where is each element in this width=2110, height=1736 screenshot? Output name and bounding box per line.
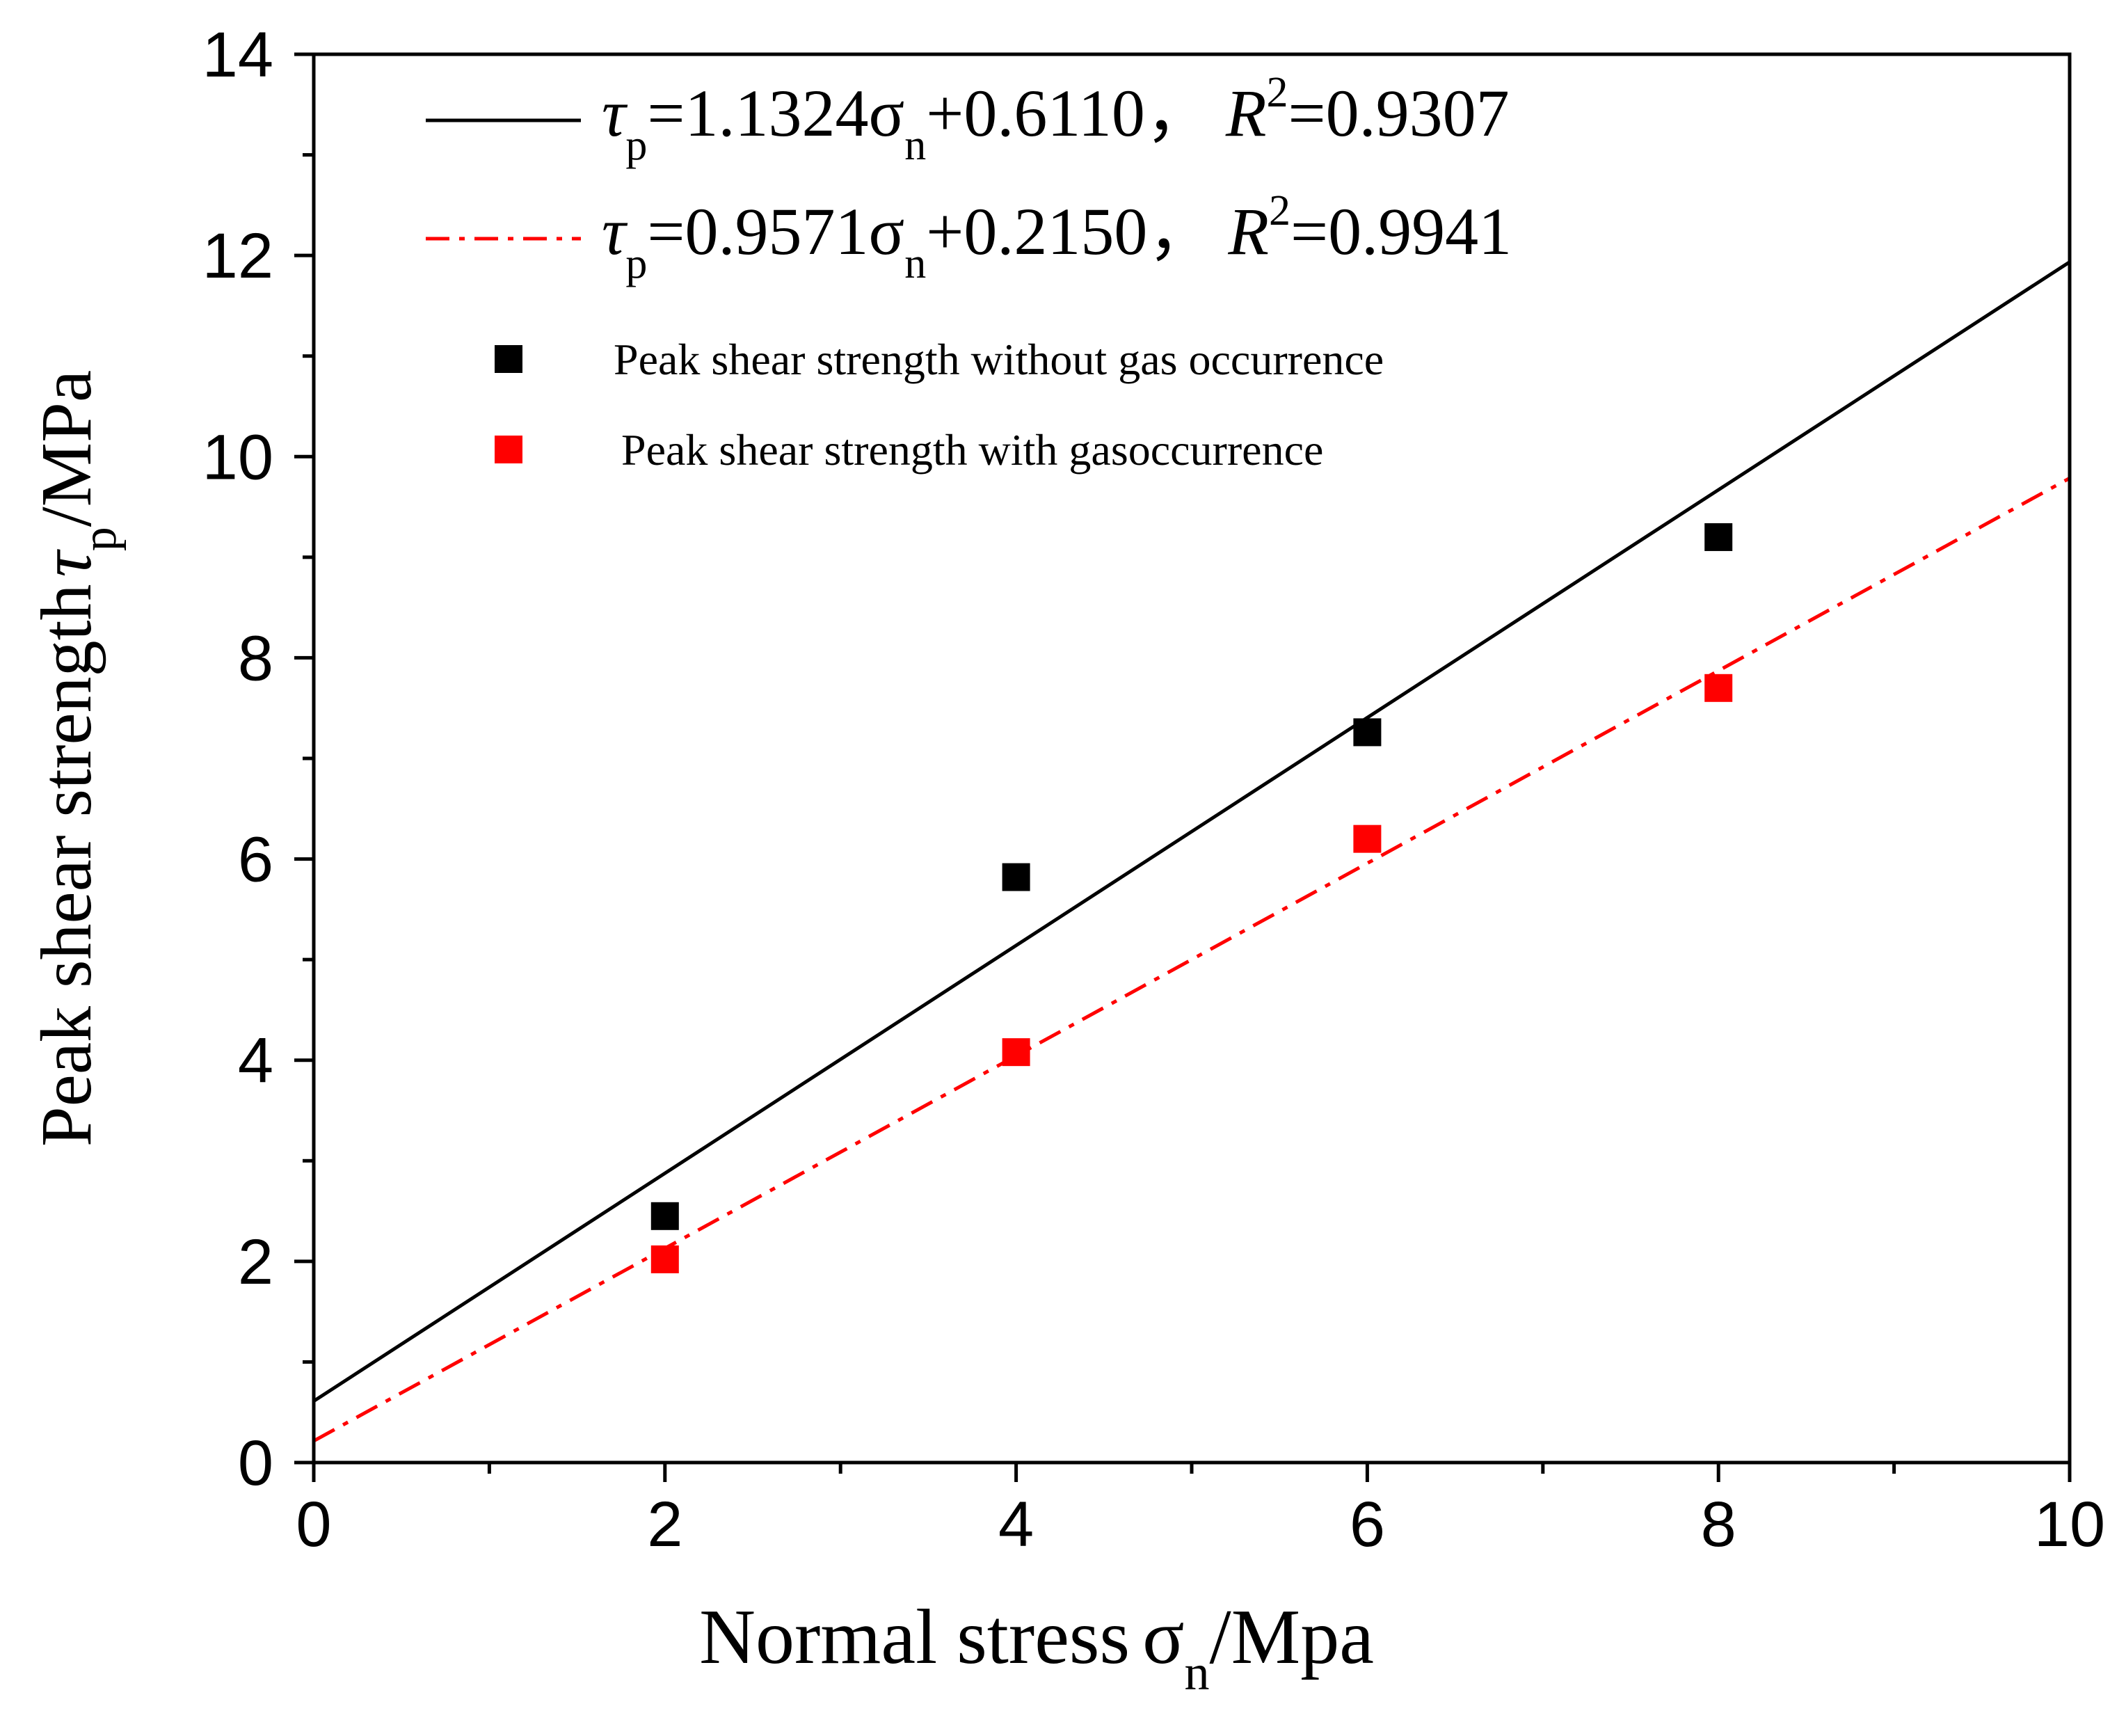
y-tick-label: 4 — [238, 1026, 273, 1097]
legend-equation-part: =1.1324σ — [647, 76, 904, 150]
legend-equation-part: R — [1227, 194, 1269, 269]
x-axis-title-subscript: n — [1184, 1645, 1209, 1701]
data-point-series-2 — [1704, 674, 1733, 702]
legend-equation-part: 2 — [1269, 187, 1290, 234]
data-points — [650, 523, 1733, 1273]
x-axis-title-symbol: σ — [1142, 1594, 1184, 1680]
data-point-series-2 — [1002, 1038, 1030, 1067]
y-tick-label: 10 — [202, 422, 273, 493]
fit-line-1 — [312, 260, 2071, 1403]
y-tick-label: 14 — [202, 19, 273, 90]
ticks: 0 2 4 6 8 10 0 2 4 6 8 10 12 14 — [202, 19, 2106, 1560]
y-tick-label: 0 — [238, 1428, 273, 1499]
y-axis-title-subscript: p — [73, 527, 127, 551]
legend-equation-part: =0.9571σ — [647, 194, 904, 269]
legend-marker-1 — [495, 345, 522, 373]
y-tick-label: 2 — [238, 1227, 273, 1298]
legend-marker-2 — [495, 436, 522, 463]
legend-label-1: Peak shear strength without gas occurren… — [614, 335, 1384, 384]
y-axis-title-symbol: τ — [26, 548, 106, 577]
legend-equation-part: 2 — [1266, 69, 1288, 116]
legend-equation-part: +0.6110， — [926, 76, 1212, 150]
x-axis-title-main: Normal stress — [699, 1594, 1130, 1680]
data-point-series-1 — [650, 1202, 679, 1230]
y-tick-label: 6 — [238, 825, 273, 895]
y-axis-title-unit: /MPa — [26, 370, 106, 527]
x-tick-label: 2 — [647, 1489, 682, 1560]
x-tick-label: 4 — [998, 1489, 1034, 1560]
legend-equation-part: =0.9307 — [1288, 76, 1509, 150]
y-tick-label: 12 — [202, 221, 273, 292]
legend-equation-2: τp=0.9571σn+0.2150， R2=0.9941 — [602, 187, 1512, 287]
legend-equation-part: R — [1225, 76, 1267, 150]
legend: τp=1.1324σn+0.6110， R2=0.9307τp=0.9571σn+… — [426, 69, 1512, 475]
x-tick-label: 8 — [1701, 1489, 1736, 1560]
fit-lines — [312, 260, 2071, 1443]
data-point-series-1 — [1002, 863, 1030, 891]
data-point-series-1 — [1353, 718, 1382, 747]
y-axis-title: Peak shear strength τp/MPa — [26, 370, 127, 1147]
y-tick-label: 8 — [238, 623, 273, 694]
fit-line-2 — [312, 477, 2071, 1443]
legend-equation-part: =0.9941 — [1290, 194, 1512, 269]
legend-equation-part: n — [904, 240, 926, 287]
legend-equation-1: τp=1.1324σn+0.6110， R2=0.9307 — [602, 69, 1510, 169]
data-point-series-1 — [1704, 523, 1733, 551]
data-point-series-2 — [650, 1245, 679, 1273]
legend-equation-part: +0.2150， — [926, 194, 1214, 269]
x-tick-label: 0 — [296, 1489, 331, 1560]
legend-equation-part: τ — [602, 194, 628, 269]
x-tick-label: 10 — [2034, 1489, 2105, 1560]
x-axis-title-unit: /Mpa — [1209, 1594, 1373, 1680]
legend-equation-part: n — [904, 122, 926, 169]
y-axis-title-main: Peak shear strength — [26, 584, 106, 1147]
legend-label-2: Peak shear strength with gasoccurrence — [621, 425, 1323, 475]
x-axis-title: Normal stress σn/Mpa — [699, 1594, 1374, 1701]
data-point-series-2 — [1353, 825, 1382, 853]
legend-equation-part: τ — [602, 76, 628, 150]
x-tick-label: 6 — [1350, 1489, 1385, 1560]
legend-equation-part: p — [625, 240, 647, 287]
legend-equation-part: p — [625, 122, 647, 169]
